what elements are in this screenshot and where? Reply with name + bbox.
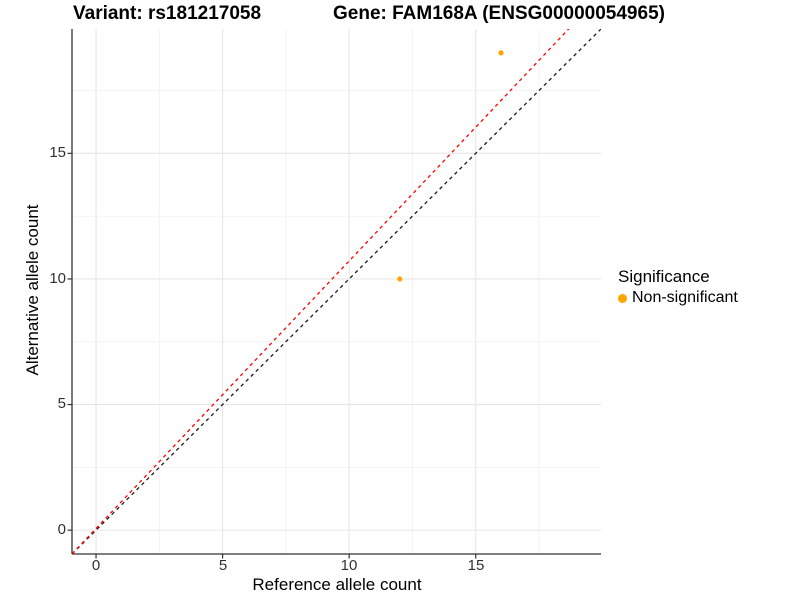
legend-item-label: Non-significant (632, 289, 738, 306)
x-tick-label: 0 (91, 557, 101, 574)
y-axis-title: Alternative allele count (23, 204, 42, 376)
y-tick-label: 0 (57, 521, 66, 538)
data-point (397, 276, 403, 282)
y-tick-label: 10 (49, 270, 66, 287)
plot-title-gene: Gene: FAM168A (ENSG00000054965) (333, 3, 665, 24)
x-axis-title: Reference allele count (252, 575, 422, 594)
legend-title: Significance (618, 267, 710, 286)
plot-title-variant: Variant: rs181217058 (73, 3, 262, 24)
legend: Significance Non-significant (618, 266, 738, 308)
y-tick-label: 5 (57, 395, 66, 412)
data-point (498, 50, 504, 56)
x-tick-label: 10 (340, 557, 358, 574)
legend-dot-icon (618, 293, 627, 303)
y-tick-label: 15 (49, 144, 66, 161)
x-tick-label: 5 (218, 557, 228, 574)
allelic-ratio-line (72, 29, 570, 554)
x-tick-label: 15 (467, 557, 485, 574)
identity-line (72, 29, 601, 554)
legend-item: Non-significant (618, 288, 738, 308)
